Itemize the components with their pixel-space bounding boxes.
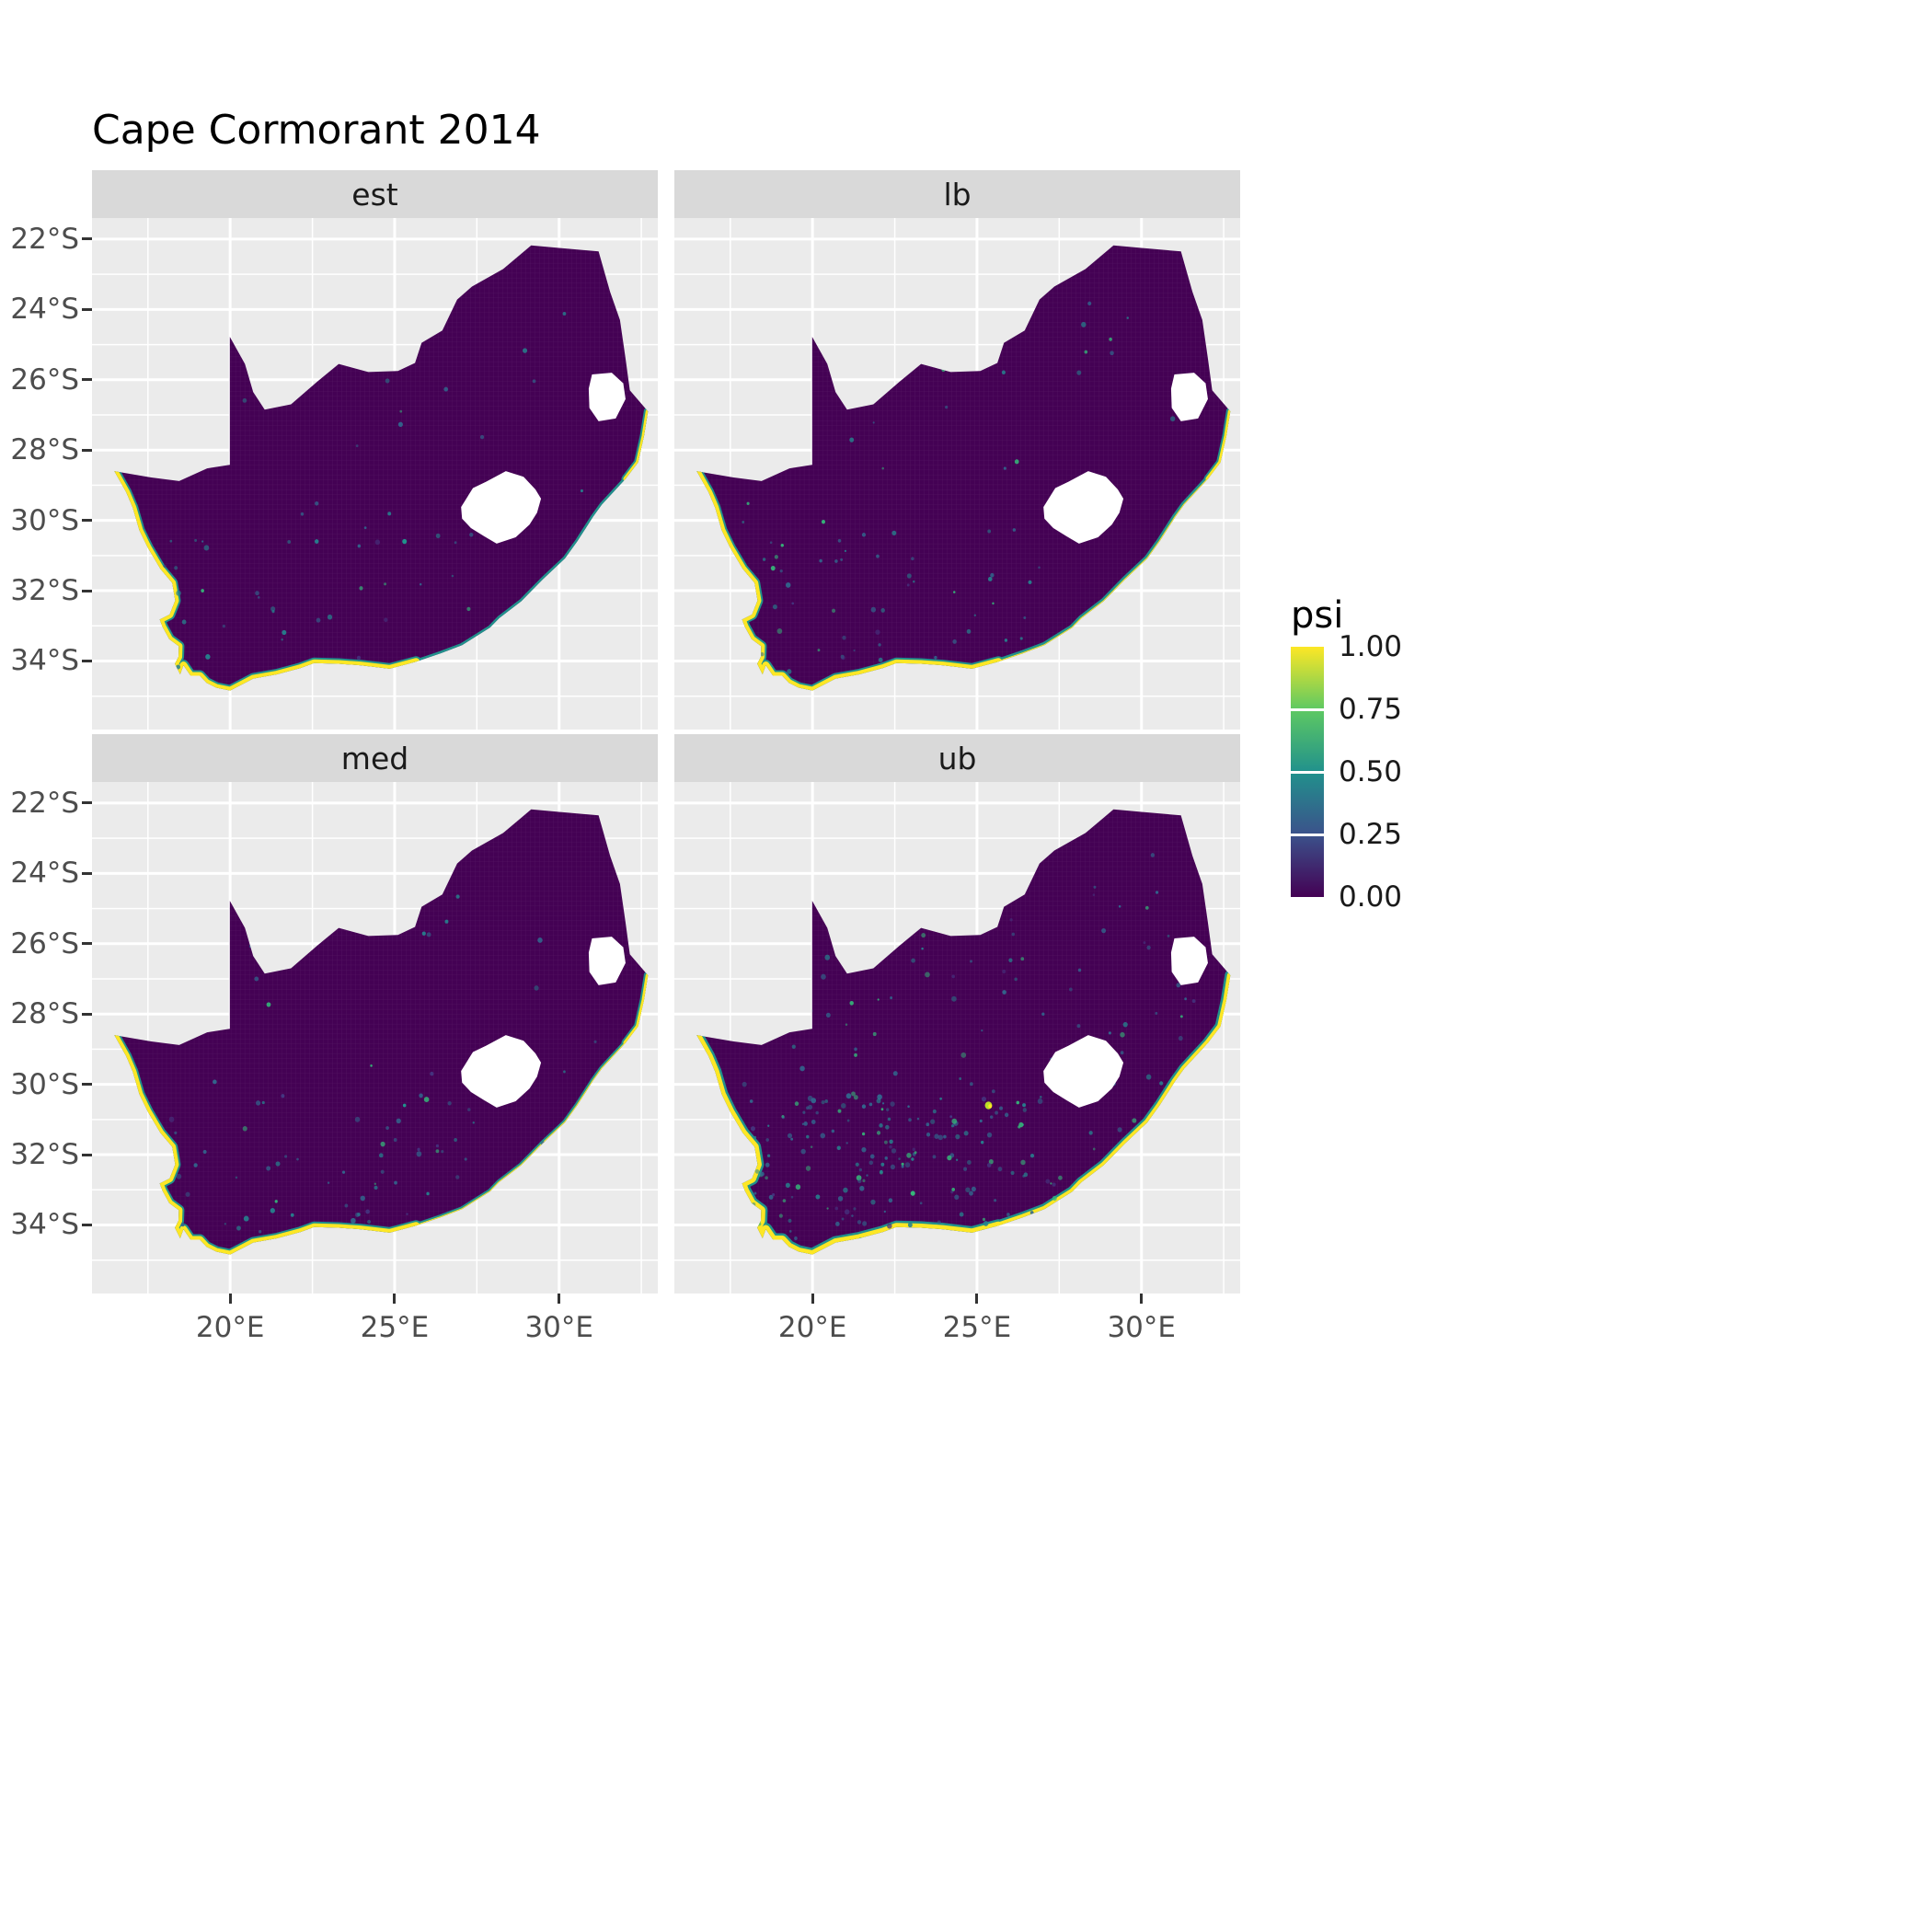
facet-strip-lb: lb bbox=[674, 170, 1240, 218]
facet-panel-lb bbox=[674, 218, 1240, 730]
facet-est: est bbox=[92, 170, 658, 730]
legend-label: 0.75 bbox=[1339, 693, 1403, 726]
south-africa-map-med bbox=[92, 782, 658, 1294]
y-axis-label: 34°S bbox=[10, 644, 79, 678]
x-axis-tick bbox=[228, 1294, 232, 1304]
x-axis-label: 20°E bbox=[195, 1311, 265, 1344]
y-axis-tick bbox=[82, 307, 92, 311]
x-axis-label: 25°E bbox=[942, 1311, 1012, 1344]
y-axis-tick bbox=[82, 378, 92, 382]
y-axis-label: 28°S bbox=[10, 433, 79, 467]
south-africa-map-est bbox=[92, 218, 658, 730]
facet-ub: ub bbox=[674, 734, 1240, 1294]
legend-tick-mark bbox=[1291, 833, 1324, 836]
y-axis-tick bbox=[82, 448, 92, 452]
x-axis-tick bbox=[1140, 1294, 1144, 1304]
facet-panel-med bbox=[92, 782, 658, 1294]
legend-tick-mark bbox=[1291, 707, 1324, 711]
y-axis-tick bbox=[82, 1153, 92, 1156]
y-axis-tick bbox=[82, 659, 92, 662]
x-axis-label: 25°E bbox=[360, 1311, 430, 1344]
x-axis-label: 30°E bbox=[524, 1311, 593, 1344]
facet-strip-label: lb bbox=[943, 176, 972, 213]
facet-strip-label: ub bbox=[937, 740, 977, 776]
x-axis-tick bbox=[811, 1294, 814, 1304]
y-axis-label: 32°S bbox=[10, 574, 79, 608]
plot-title: Cape Cormorant 2014 bbox=[92, 107, 541, 154]
facet-panel-est bbox=[92, 218, 658, 730]
south-africa-map-lb bbox=[674, 218, 1240, 730]
y-axis-label: 32°S bbox=[10, 1138, 79, 1172]
legend-title: psi bbox=[1291, 594, 1344, 637]
y-axis-label: 26°S bbox=[10, 362, 79, 397]
south-africa-map-ub bbox=[674, 782, 1240, 1294]
x-axis-tick bbox=[393, 1294, 397, 1304]
y-axis-label: 30°S bbox=[10, 503, 79, 537]
legend-label: 0.50 bbox=[1339, 755, 1403, 788]
y-axis-label: 26°S bbox=[10, 926, 79, 960]
x-axis-tick bbox=[558, 1294, 561, 1304]
facet-strip-ub: ub bbox=[674, 734, 1240, 782]
facet-strip-med: med bbox=[92, 734, 658, 782]
y-axis-label: 30°S bbox=[10, 1067, 79, 1101]
facet-panel-ub bbox=[674, 782, 1240, 1294]
facet-lb: lb bbox=[674, 170, 1240, 730]
y-axis-label: 22°S bbox=[10, 222, 79, 256]
x-axis-label: 30°E bbox=[1107, 1311, 1176, 1344]
y-axis-tick bbox=[82, 942, 92, 946]
y-axis-tick bbox=[82, 1223, 92, 1226]
y-axis-tick bbox=[82, 237, 92, 241]
y-axis-tick bbox=[82, 801, 92, 805]
facet-strip-label: med bbox=[340, 740, 409, 776]
x-axis-label: 20°E bbox=[777, 1311, 847, 1344]
y-axis-tick bbox=[82, 519, 92, 523]
legend-label: 0.25 bbox=[1339, 818, 1403, 851]
facet-strip-est: est bbox=[92, 170, 658, 218]
y-axis-label: 24°S bbox=[10, 857, 79, 891]
y-axis-label: 22°S bbox=[10, 786, 79, 820]
legend-label: 0.00 bbox=[1339, 880, 1403, 914]
y-axis-tick bbox=[82, 1012, 92, 1016]
y-axis-tick bbox=[82, 1083, 92, 1087]
y-axis-tick bbox=[82, 589, 92, 592]
legend-label: 1.00 bbox=[1339, 630, 1403, 663]
y-axis-tick bbox=[82, 871, 92, 875]
y-axis-label: 24°S bbox=[10, 293, 79, 327]
facet-med: med bbox=[92, 734, 658, 1294]
y-axis-label: 34°S bbox=[10, 1208, 79, 1242]
y-axis-label: 28°S bbox=[10, 997, 79, 1031]
facet-strip-label: est bbox=[351, 176, 398, 213]
x-axis-tick bbox=[975, 1294, 979, 1304]
legend-tick-mark bbox=[1291, 770, 1324, 774]
